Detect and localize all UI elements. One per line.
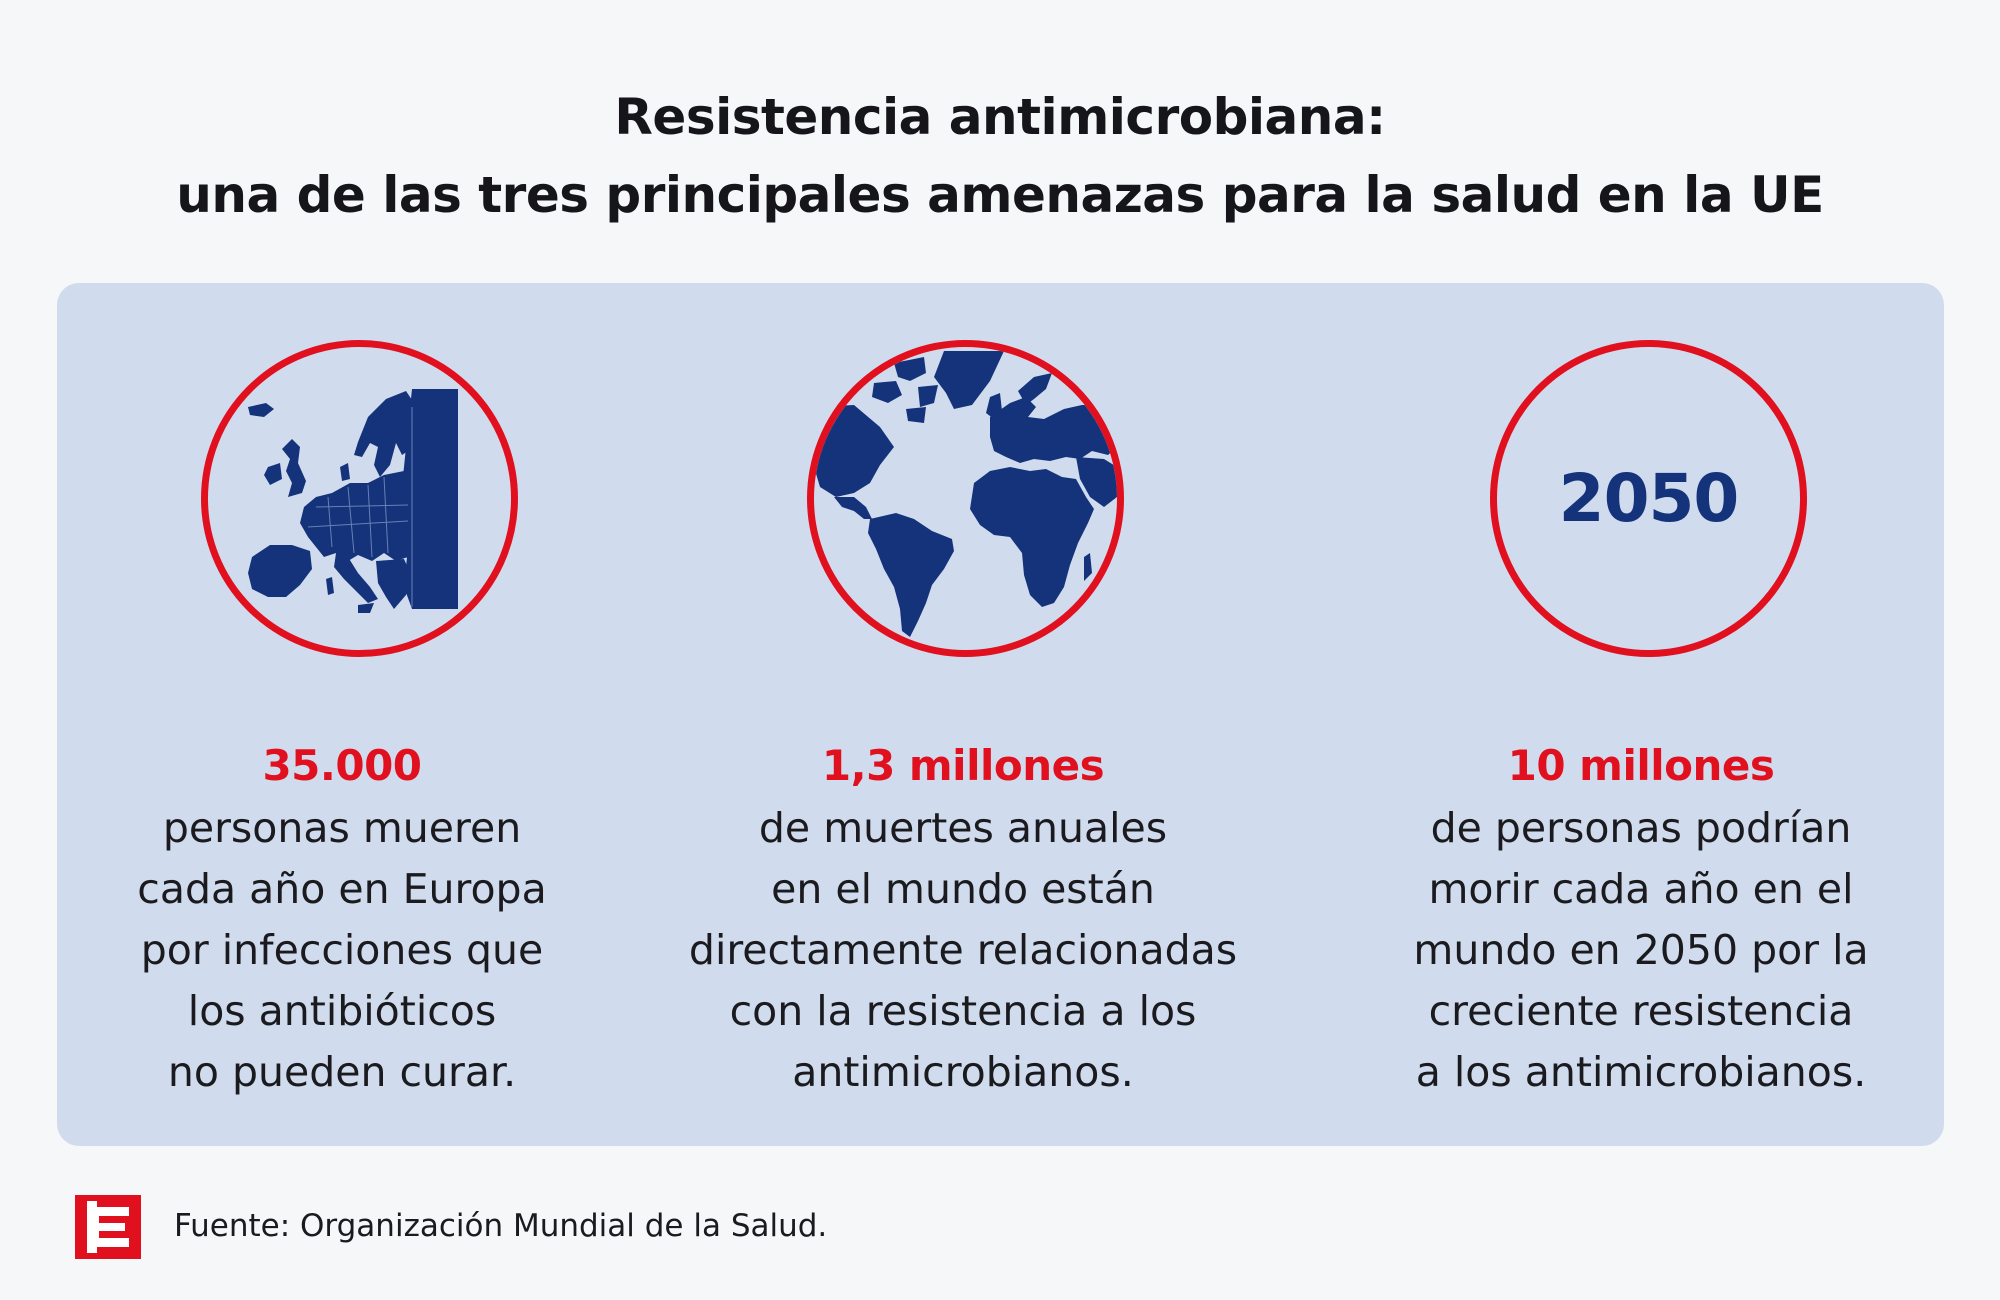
stat-value: 35.000	[262, 741, 422, 790]
globe-icon	[807, 340, 1124, 657]
stat-description: de personas podrían morir cada año en el…	[1413, 804, 1869, 1096]
brand-logo	[75, 1195, 141, 1259]
year-label: 2050	[1558, 460, 1740, 537]
year-badge: 2050	[1490, 340, 1807, 657]
page-title-line-2: una de las tres principales amenazas par…	[176, 166, 1824, 224]
europe-map-icon	[201, 340, 518, 657]
stat-column-europe: 35.000 personas mueren cada año en Europ…	[32, 740, 652, 1103]
source-note: Fuente: Organización Mundial de la Salud…	[174, 1208, 828, 1244]
stat-description: de muertes anuales en el mundo están dir…	[688, 804, 1238, 1096]
stat-description: personas mueren cada año en Europa por i…	[137, 804, 547, 1096]
stat-value: 10 millones	[1507, 741, 1775, 790]
stat-column-world: 1,3 millones de muertes anuales en el mu…	[653, 740, 1273, 1103]
stat-value: 1,3 millones	[821, 741, 1105, 790]
stat-column-2050: 10 millones de personas podrían morir ca…	[1331, 740, 1951, 1103]
page-title-line-1: Resistencia antimicrobiana:	[614, 88, 1386, 146]
